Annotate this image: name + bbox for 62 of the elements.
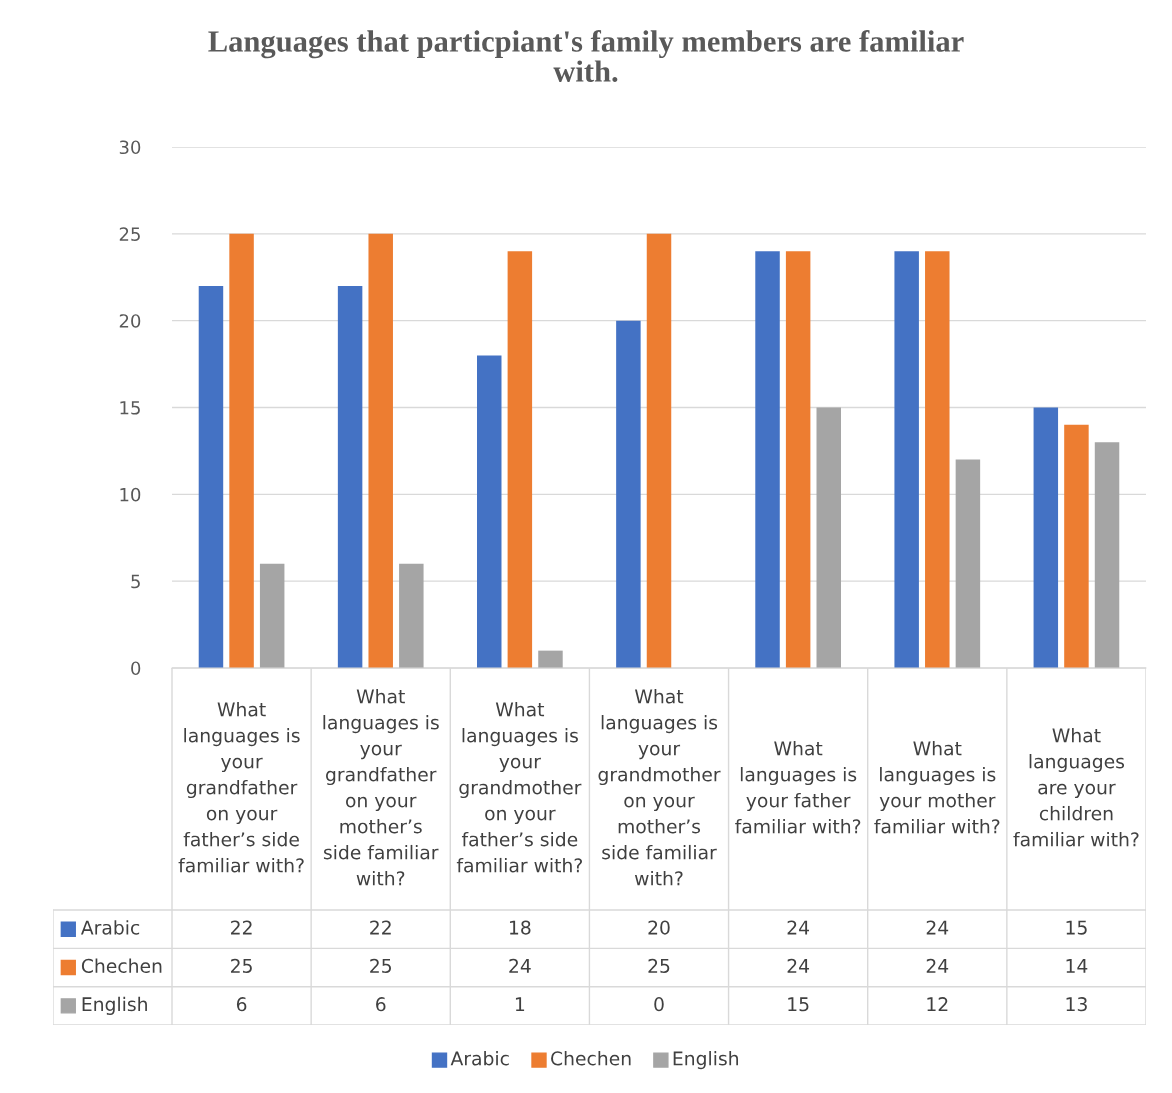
bar — [755, 251, 780, 668]
data-label: 0 — [654, 997, 664, 1012]
data-label: 1 — [515, 997, 525, 1012]
x-tick-label: What languages is your grandmother on your father’s side familiar with? — [456, 702, 582, 873]
y-tick-label: 5 — [131, 574, 140, 589]
y-tick-label: 10 — [120, 487, 141, 502]
legend-label: English — [82, 996, 147, 1015]
data-label: 15 — [1066, 920, 1087, 935]
bar — [816, 407, 841, 668]
data-label: 22 — [370, 920, 391, 935]
data-label: 24 — [926, 958, 949, 973]
bar — [368, 233, 393, 668]
x-tick-label: What languages is your father familiar with? — [735, 740, 861, 834]
bar — [507, 251, 533, 668]
data-label: 24 — [787, 920, 810, 935]
data-label: 6 — [236, 997, 247, 1012]
data-label: 25 — [648, 958, 670, 973]
bar — [955, 459, 981, 668]
y-tick-label: 0 — [131, 661, 141, 676]
x-tick-label: What languages is your grandfather on your mother’s side familiar with? — [323, 689, 439, 886]
bar — [1033, 407, 1059, 668]
legend-label: Arabic — [80, 920, 140, 935]
bar — [785, 251, 811, 668]
data-label: 25 — [231, 958, 252, 973]
text: English — [673, 1051, 738, 1070]
legend-label: Chechen — [81, 958, 162, 973]
bar — [1064, 424, 1089, 668]
data-label: 24 — [926, 920, 949, 935]
bar — [337, 285, 363, 668]
data-label: 25 — [370, 958, 392, 973]
text: Arabic — [450, 1051, 509, 1066]
data-label: 14 — [1066, 959, 1088, 973]
text: Chechen — [551, 1051, 631, 1066]
bar — [616, 320, 641, 668]
bar — [894, 251, 919, 668]
data-label: 18 — [509, 920, 531, 935]
bar — [399, 563, 424, 668]
data-label: 6 — [376, 997, 386, 1012]
chart-title: Languages that particpiant's family members are familiar with. — [208, 30, 964, 83]
y-tick-label: 30 — [119, 140, 141, 155]
bar — [229, 233, 254, 668]
data-label: 20 — [648, 920, 670, 935]
bar — [198, 285, 224, 668]
data-label: 13 — [1066, 997, 1087, 1012]
bar — [477, 355, 502, 668]
data-label: 22 — [231, 920, 252, 935]
x-tick-label: What languages is your mother familiar with? — [874, 740, 1000, 834]
data-label: 15 — [788, 997, 809, 1012]
x-tick-label: What languages is your grandmother on your mother’s side familiar with? — [598, 689, 721, 886]
data-label: 24 — [509, 958, 531, 973]
y-tick-label: 15 — [120, 401, 140, 415]
data-label: 12 — [927, 997, 948, 1012]
x-tick-label: What languages is your grandfather on your father’s side familiar with? — [178, 702, 304, 873]
y-tick-label: 25 — [119, 227, 140, 241]
data-label: 24 — [787, 958, 810, 973]
bar — [259, 563, 285, 668]
bar — [646, 233, 672, 668]
bar — [1094, 442, 1120, 668]
bar — [538, 650, 563, 668]
bar — [925, 251, 950, 668]
x-tick-label: What languages are your children familiar with? — [1013, 728, 1139, 847]
y-tick-label: 20 — [119, 314, 141, 328]
